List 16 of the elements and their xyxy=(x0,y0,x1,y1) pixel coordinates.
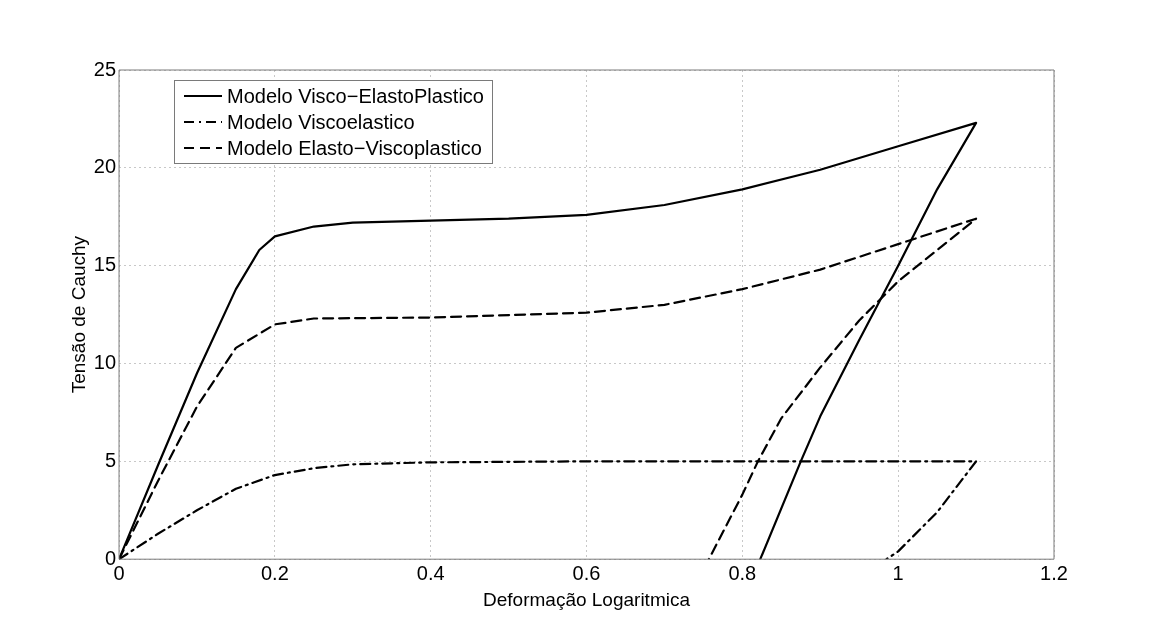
legend-label: Modelo Viscoelastico xyxy=(227,110,415,135)
y-tick-label: 10 xyxy=(93,351,117,374)
y-axis-title: Tensão de Cauchy xyxy=(67,235,89,394)
legend-label: Modelo Elasto−Viscoplastico xyxy=(227,136,482,161)
legend-label: Modelo Visco−ElastoPlastico xyxy=(227,84,484,109)
y-tick-label: 20 xyxy=(93,155,117,178)
x-tick-label: 0.8 xyxy=(728,561,757,584)
x-tick-label: 0.2 xyxy=(260,561,289,584)
y-tick-label: 25 xyxy=(93,57,117,80)
x-tick-label: 0.4 xyxy=(416,561,445,584)
y-tick-label: 5 xyxy=(104,448,117,471)
x-tick-label: 1.2 xyxy=(1040,561,1068,584)
y-tick-label: 15 xyxy=(93,253,117,276)
x-tick-label: 1 xyxy=(892,561,904,584)
x-axis-title: Deformação Logaritmica xyxy=(483,588,691,610)
x-tick-label: 0.6 xyxy=(572,561,601,584)
